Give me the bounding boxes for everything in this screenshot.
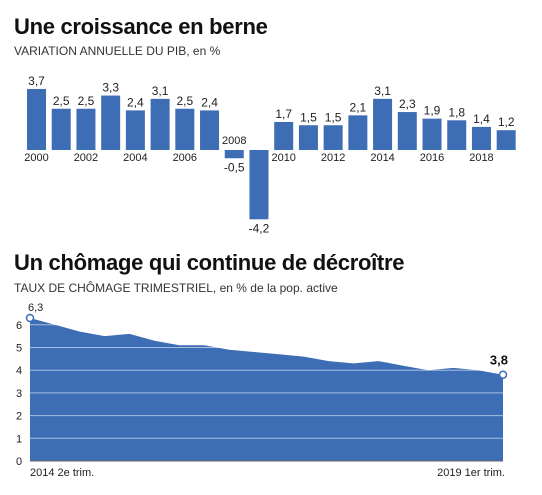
bar <box>175 108 195 150</box>
x-tick-label: 2014 <box>370 152 394 164</box>
chart2-title: Un chômage qui continue de décroître <box>14 250 405 275</box>
bar-value-label: 2,5 <box>78 94 95 108</box>
x-tick-label: 2000 <box>24 152 48 164</box>
bar-value-label: 2,5 <box>53 94 70 108</box>
bar <box>397 112 417 150</box>
bar-value-label: 3,3 <box>102 81 119 95</box>
y-tick-label: 3 <box>16 388 22 400</box>
unemployment-area <box>30 318 503 461</box>
bar <box>150 98 170 150</box>
bar <box>323 125 343 150</box>
x-tick-label: 2012 <box>321 152 345 164</box>
x-tick-label: 2010 <box>271 152 295 164</box>
gdp-bar-chart: 3,7 2,5 2,5 3,3 2,4 3,1 2,5 2,4 -0,5 -4,2 1,7 1,5 1,… <box>24 74 516 235</box>
bar <box>27 88 46 150</box>
bar-value-label: 2,5 <box>176 94 193 108</box>
start-value-label: 6,3 <box>28 302 43 314</box>
bar <box>447 120 467 150</box>
bar <box>298 125 318 150</box>
bar <box>125 110 145 150</box>
bar-value-label: -4,2 <box>249 221 270 235</box>
y-tick-label: 4 <box>16 365 22 377</box>
y-tick-label: 5 <box>16 343 22 355</box>
bar-value-label: 3,1 <box>374 84 391 98</box>
x-tick-label: 2018 <box>469 152 493 164</box>
bar <box>471 126 491 150</box>
bar <box>496 130 516 150</box>
x-start-label: 2014 2e trim. <box>30 467 94 479</box>
y-tick-label: 2 <box>16 411 22 423</box>
bar-value-label: 1,5 <box>300 110 317 124</box>
bar-value-label: 1,9 <box>424 104 441 118</box>
start-point-marker <box>25 313 35 323</box>
bar <box>348 115 368 150</box>
bar-value-label: 1,5 <box>325 110 342 124</box>
y-tick-label: 1 <box>16 433 22 445</box>
bar <box>373 98 393 150</box>
x-end-label: 2019 1er trim. <box>437 467 505 479</box>
chart1-title: Une croissance en berne <box>14 14 268 39</box>
y-tick-label: 6 <box>16 320 22 332</box>
end-point-marker <box>498 370 508 379</box>
bar-value-label: 2,4 <box>201 95 218 109</box>
bar <box>101 95 121 150</box>
bar <box>51 108 71 150</box>
x-tick-label: 2004 <box>123 152 147 164</box>
x-tick-label: 2002 <box>74 152 98 164</box>
bar-value-label: 1,7 <box>275 107 292 121</box>
bar <box>76 108 96 150</box>
bar-value-label: 3,1 <box>152 84 169 98</box>
bar-value-label: -0,5 <box>224 160 245 174</box>
chart1-subtitle: VARIATION ANNUELLE DU PIB, en % <box>14 44 221 58</box>
bar <box>200 110 220 150</box>
bar <box>422 118 442 150</box>
x-tick-label: 2008 <box>222 135 246 147</box>
bar-value-label: 1,2 <box>498 115 515 129</box>
bar <box>274 121 294 150</box>
x-tick-label: 2006 <box>173 152 197 164</box>
bar-value-label: 1,4 <box>473 112 490 126</box>
x-tick-label: 2016 <box>420 152 444 164</box>
bar-value-label: 1,8 <box>448 105 465 119</box>
y-tick-label: 0 <box>16 456 22 468</box>
bar <box>249 150 269 220</box>
bar-value-label: 3,7 <box>28 74 45 88</box>
bar <box>224 150 244 159</box>
bar-value-label: 2,4 <box>127 95 144 109</box>
bar-value-label: 2,1 <box>350 100 367 114</box>
chart2-subtitle: TAUX DE CHÔMAGE TRIMESTRIEL, en % de la … <box>14 281 338 295</box>
end-value-label: 3,8 <box>490 353 508 368</box>
bar-value-label: 2,3 <box>399 97 416 111</box>
